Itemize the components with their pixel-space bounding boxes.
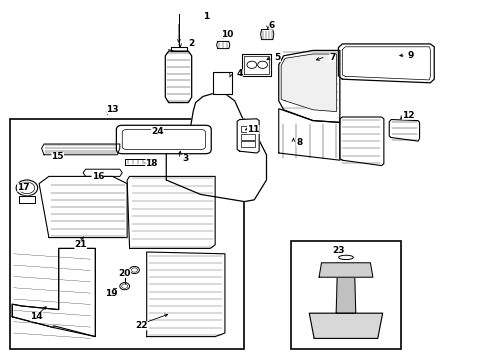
Text: 19: 19: [105, 289, 118, 298]
Polygon shape: [237, 119, 259, 153]
Text: 6: 6: [268, 21, 274, 30]
Bar: [290, 241, 400, 349]
Text: 8: 8: [296, 138, 302, 147]
Text: 17: 17: [17, 183, 30, 192]
Text: 24: 24: [151, 127, 163, 136]
Text: 2: 2: [188, 39, 194, 48]
Text: 5: 5: [274, 53, 280, 62]
Text: 10: 10: [221, 30, 233, 39]
Polygon shape: [336, 277, 355, 313]
Text: 13: 13: [106, 105, 119, 114]
Polygon shape: [278, 50, 339, 122]
Polygon shape: [338, 44, 433, 83]
Text: 23: 23: [331, 246, 344, 255]
Polygon shape: [339, 117, 383, 166]
Polygon shape: [388, 120, 419, 141]
Bar: [240, 126, 255, 132]
Polygon shape: [278, 109, 339, 160]
Circle shape: [16, 180, 38, 196]
Circle shape: [120, 283, 129, 290]
Text: 9: 9: [407, 51, 413, 60]
Polygon shape: [165, 51, 191, 103]
Bar: [240, 134, 255, 140]
Text: 7: 7: [328, 53, 335, 62]
Polygon shape: [281, 54, 336, 112]
Polygon shape: [212, 72, 232, 94]
Text: 11: 11: [246, 125, 259, 134]
Text: 3: 3: [183, 154, 188, 163]
Text: 12: 12: [401, 111, 414, 120]
Bar: [10, 119, 244, 349]
FancyBboxPatch shape: [116, 125, 211, 154]
Text: 15: 15: [51, 152, 64, 161]
Text: 22: 22: [135, 321, 148, 330]
Text: 20: 20: [118, 269, 131, 278]
Text: 14: 14: [30, 312, 43, 321]
Ellipse shape: [338, 255, 352, 260]
Text: 21: 21: [74, 240, 87, 249]
Text: 1: 1: [203, 12, 209, 21]
Polygon shape: [146, 252, 224, 337]
Text: 16: 16: [91, 172, 104, 181]
Polygon shape: [12, 248, 95, 337]
Polygon shape: [166, 93, 266, 202]
Polygon shape: [242, 54, 271, 76]
Bar: [240, 141, 255, 147]
Polygon shape: [309, 313, 382, 338]
Text: 18: 18: [145, 159, 158, 168]
Polygon shape: [318, 263, 372, 277]
Text: 4: 4: [236, 69, 243, 78]
Circle shape: [129, 266, 139, 274]
Polygon shape: [19, 196, 35, 203]
